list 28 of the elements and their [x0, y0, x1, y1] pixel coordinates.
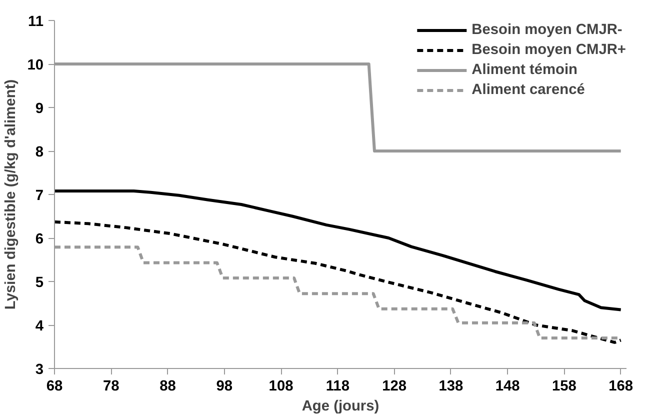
line-series	[54, 190, 622, 312]
y-tick-label: 4	[35, 318, 44, 334]
x-tick-label: 98	[216, 378, 233, 394]
x-tick-label: 118	[326, 378, 350, 394]
y-tick-label: 3	[35, 362, 44, 378]
x-tick-label: 88	[160, 378, 176, 394]
x-tick-label: 148	[495, 378, 520, 394]
legend-label: Besoin moyen CMJR-	[472, 22, 622, 38]
y-tick-label: 9	[35, 101, 44, 117]
legend-label: Aliment carencé	[472, 82, 585, 98]
y-tick-label: 10	[27, 58, 44, 74]
x-tick-label: 128	[382, 378, 407, 394]
y-tick-label: 6	[35, 232, 44, 248]
x-tick-label: 78	[102, 378, 120, 394]
x-tick-label: 108	[268, 378, 294, 394]
y-tick-label: 7	[35, 188, 44, 204]
line-series	[54, 220, 622, 344]
x-axis-title: Age (jours)	[302, 398, 380, 414]
y-tick-label: 8	[35, 144, 44, 160]
legend-label: Aliment témoin	[472, 62, 578, 78]
x-tick-label: 138	[438, 378, 464, 394]
x-tick-label: 68	[46, 378, 63, 394]
y-axis-title: Lysien digestible (g/kg d'aliment)	[3, 79, 20, 310]
x-tick-label: 168	[608, 378, 634, 394]
y-tick-label: 5	[35, 275, 44, 291]
x-tick-label: 158	[552, 378, 576, 394]
legend-label: Besoin moyen CMJR+	[472, 42, 626, 58]
y-tick-label: 11	[28, 14, 44, 30]
